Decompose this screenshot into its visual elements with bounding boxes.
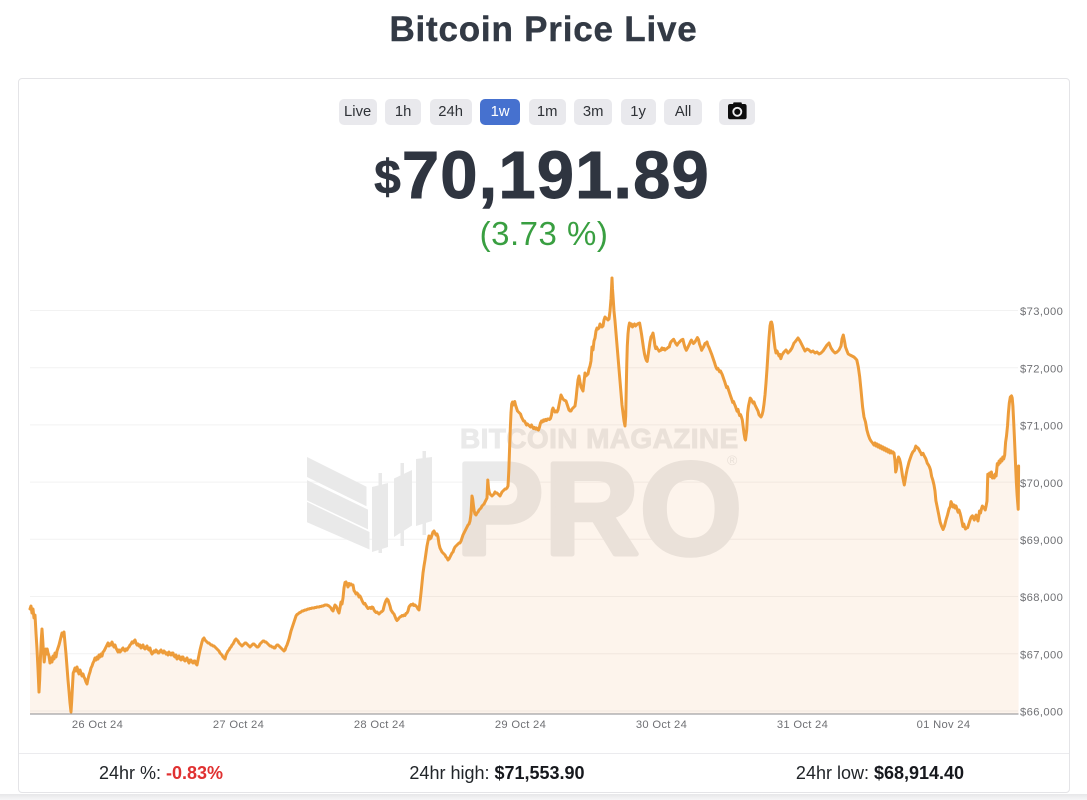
svg-text:29 Oct 24: 29 Oct 24 <box>495 719 546 731</box>
svg-text:$68,000: $68,000 <box>1020 592 1063 604</box>
svg-text:01 Nov 24: 01 Nov 24 <box>917 719 971 731</box>
svg-text:26 Oct 24: 26 Oct 24 <box>72 719 123 731</box>
svg-text:PRO: PRO <box>456 435 743 582</box>
svg-text:®: ® <box>727 452 738 468</box>
svg-text:BITCOIN MAGAZINE: BITCOIN MAGAZINE <box>460 423 739 454</box>
svg-text:$73,000: $73,000 <box>1020 306 1063 318</box>
svg-text:$72,000: $72,000 <box>1020 363 1063 375</box>
svg-text:$66,000: $66,000 <box>1020 707 1063 719</box>
svg-text:30 Oct 24: 30 Oct 24 <box>636 719 687 731</box>
svg-text:27 Oct 24: 27 Oct 24 <box>213 719 264 731</box>
svg-text:$67,000: $67,000 <box>1020 649 1063 661</box>
svg-text:31 Oct 24: 31 Oct 24 <box>777 719 828 731</box>
svg-text:$70,000: $70,000 <box>1020 478 1063 490</box>
svg-text:28 Oct 24: 28 Oct 24 <box>354 719 405 731</box>
svg-text:$71,000: $71,000 <box>1020 421 1063 433</box>
svg-text:$69,000: $69,000 <box>1020 535 1063 547</box>
